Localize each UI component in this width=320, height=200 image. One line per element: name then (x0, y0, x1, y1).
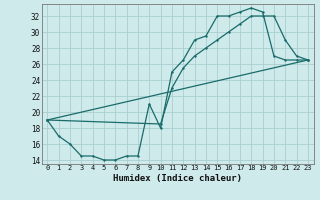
X-axis label: Humidex (Indice chaleur): Humidex (Indice chaleur) (113, 174, 242, 183)
